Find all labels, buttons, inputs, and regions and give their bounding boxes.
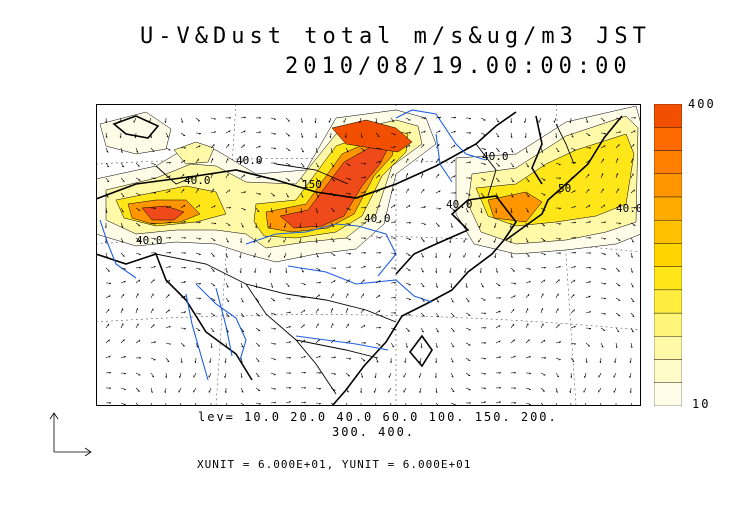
contour-label: 40.0 [184, 174, 211, 187]
reference-vector-axes [49, 412, 92, 456]
contour-labels: 40.0 40.0 150 40.0 40.0 40.0 50 40.0 40.… [136, 150, 641, 247]
contour-label: 40.0 [136, 234, 163, 247]
coastlines [96, 111, 623, 406]
contour-label: 150 [302, 178, 322, 191]
colorbar-swatch [654, 289, 682, 314]
colorbar-swatch [654, 196, 682, 221]
map-title-line1: U-V&Dust total m/s&ug/m3 JST [140, 24, 651, 49]
colorbar-swatch [654, 382, 682, 406]
colorbar [654, 104, 682, 406]
contour-levels-line1: lev= 10.0 20.0 40.0 60.0 100. 150. 200. [198, 410, 558, 424]
vector-units-label: XUNIT = 6.000E+01, YUNIT = 6.000E+01 [197, 458, 472, 471]
dust-map: 40.0 40.0 150 40.0 40.0 40.0 50 40.0 40.… [96, 104, 641, 406]
colorbar-swatch [654, 219, 682, 244]
contour-levels-line2: 300. 400. [332, 425, 416, 439]
colorbar-max-label: 400 [688, 97, 716, 111]
colorbar-min-label: 10 [692, 397, 711, 411]
colorbar-swatch [654, 243, 682, 267]
colorbar-swatch [654, 104, 682, 128]
colorbar-swatch [654, 266, 682, 291]
colorbar-swatch [654, 150, 682, 174]
contour-label: 40.0 [616, 202, 641, 215]
colorbar-swatch [654, 127, 682, 151]
colorbar-swatch [654, 336, 682, 360]
wind-arrow-field [104, 116, 637, 406]
contour-label: 50 [558, 182, 571, 195]
contour-label: 40.0 [364, 212, 391, 225]
dust-plume-core [141, 119, 413, 229]
contour-label: 40.0 [236, 154, 263, 167]
borders [155, 123, 575, 395]
contour-label: 40.0 [446, 198, 473, 211]
contour-label: 40.0 [482, 150, 509, 163]
rivers [99, 109, 487, 381]
map-title-datetime: 2010/08/19.00:00:00 [285, 54, 632, 79]
colorbar-swatch [654, 359, 682, 383]
colorbar-swatch [654, 173, 682, 198]
wind-vectors [104, 116, 637, 406]
colorbar-swatch [654, 312, 682, 337]
